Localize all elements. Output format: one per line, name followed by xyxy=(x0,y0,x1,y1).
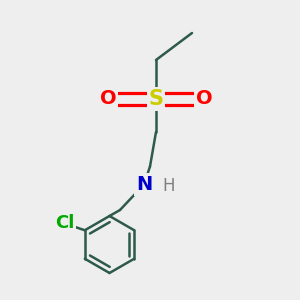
Text: H: H xyxy=(162,177,175,195)
Text: Cl: Cl xyxy=(55,214,74,232)
Text: O: O xyxy=(196,89,212,109)
Text: S: S xyxy=(148,89,164,109)
Text: O: O xyxy=(100,89,116,109)
Text: N: N xyxy=(136,175,152,194)
